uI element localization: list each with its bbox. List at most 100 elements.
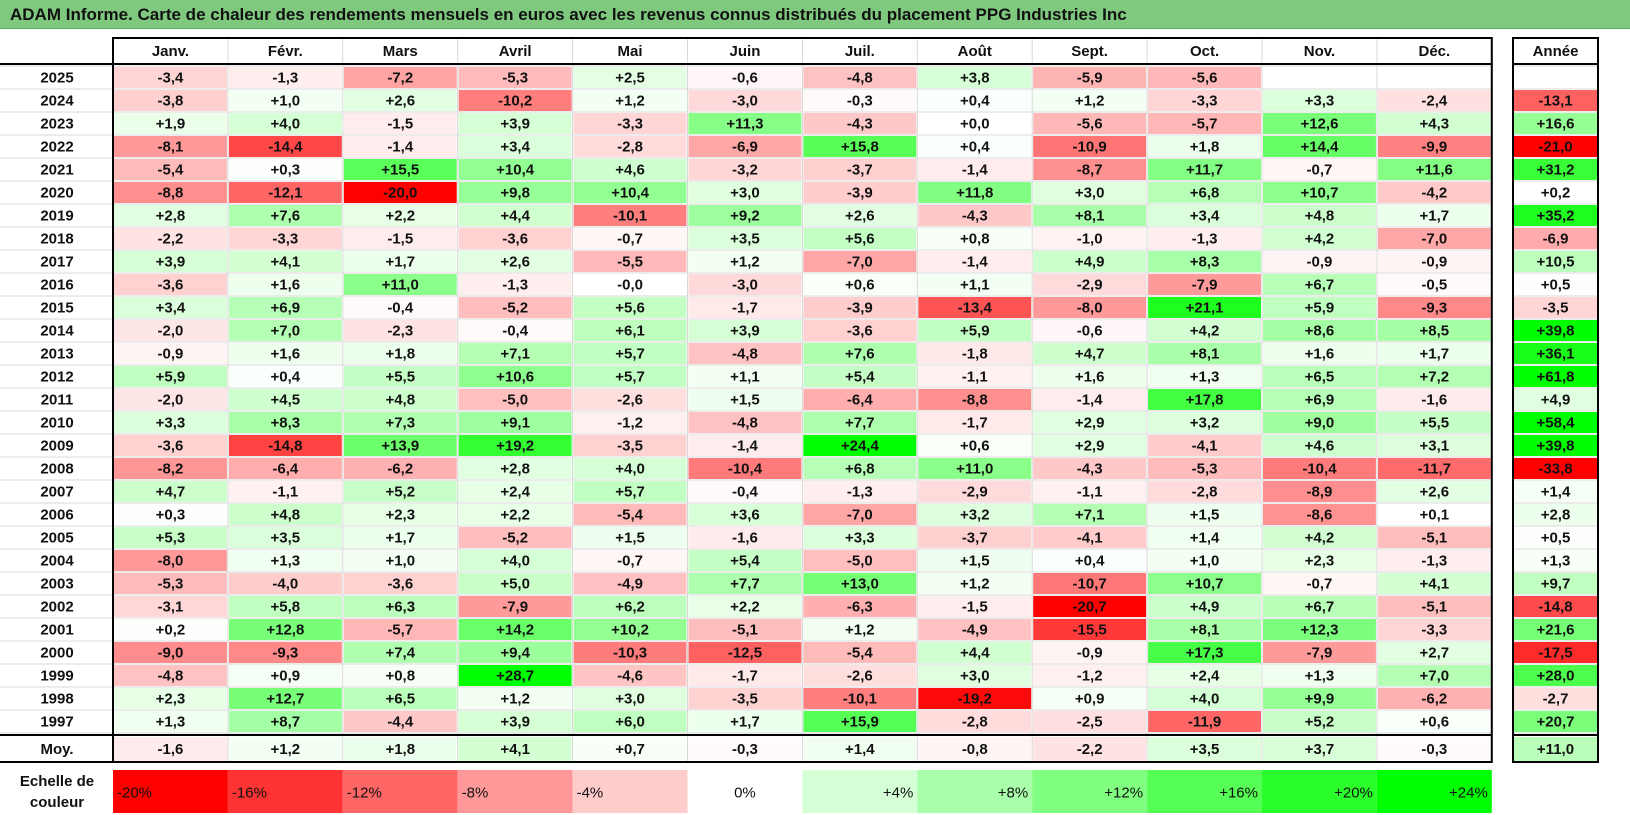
heatmap-cell: [114, 274, 227, 295]
annual-cell: [1514, 136, 1597, 157]
year-label: 2020: [40, 184, 73, 201]
heatmap-cell: [343, 251, 457, 272]
cell-value: +5,2: [385, 483, 415, 500]
heatmap-cell: [1377, 573, 1491, 594]
cell-value: +8,1: [1075, 207, 1105, 224]
heatmap-cell: [114, 366, 227, 387]
heatmap-cell: [573, 481, 687, 502]
month-header: Mars: [383, 43, 418, 60]
heatmap-cell: [343, 527, 457, 548]
cell-value: -0,6: [1077, 322, 1103, 339]
heatmap-labels: Janv. Févr. Mars Avril Mai Juin Juil. Août Sept.…: [20, 43, 1579, 811]
cell-value: +7,0: [271, 322, 301, 339]
cell-value: +5,6: [615, 299, 645, 316]
chart-title: ADAM Informe. Carte de chaleur des rende…: [10, 5, 1127, 24]
annual-value: +28,0: [1537, 667, 1575, 684]
heatmap-cell: [1377, 136, 1491, 157]
heatmap-cell: [1033, 481, 1147, 502]
year-label: 1997: [40, 713, 73, 730]
annual-value: +16,6: [1537, 115, 1575, 132]
cell-value: +0,4: [960, 138, 990, 155]
cell-value: -0,7: [1307, 161, 1333, 178]
heatmap-cell: [114, 665, 227, 686]
heatmap-cell: [343, 136, 457, 157]
cell-value: +19,2: [496, 437, 534, 454]
cell-value: -10,1: [843, 690, 877, 707]
heatmap-cell: [573, 205, 687, 226]
heatmap-cell: [1033, 435, 1147, 456]
cell-value: +15,5: [381, 161, 419, 178]
heatmap-cell: [803, 251, 917, 272]
heatmap-cell: [803, 67, 917, 88]
cell-value: -1,5: [387, 230, 413, 247]
heatmap-cell: [1263, 366, 1376, 387]
heatmap-cell: [1033, 113, 1147, 134]
cell-value: -4,9: [617, 575, 643, 592]
cell-value: -0,5: [1421, 276, 1447, 293]
cell-value: +1,0: [385, 552, 415, 569]
cell-value: +0,9: [271, 667, 301, 684]
cell-value: -3,9: [847, 184, 873, 201]
cell-value: -10,3: [613, 644, 647, 661]
month-grid-border: [112, 63, 1493, 763]
cell-value: -3,3: [617, 115, 643, 132]
heatmap-cell: [803, 527, 917, 548]
heatmap-cell: [688, 642, 802, 663]
average-cell: [803, 737, 917, 761]
average-annual-value: +11,0: [1537, 741, 1574, 758]
heatmap-cell: [803, 297, 917, 318]
cell-value: -1,4: [1077, 391, 1104, 408]
cell-value: +2,2: [730, 598, 760, 615]
heatmap-cell: [458, 504, 572, 525]
annual-value: -21,0: [1538, 138, 1572, 155]
heatmap-cell: [343, 573, 457, 594]
heatmap-cell: [573, 596, 687, 617]
heatmap-cell: [573, 182, 687, 203]
average-cell: [1263, 737, 1376, 761]
cell-value: +1,4: [1190, 529, 1220, 546]
month-header: Déc.: [1419, 43, 1451, 60]
cell-value: -4,9: [962, 621, 988, 638]
annual-cell: [1514, 550, 1597, 571]
heatmap-cell: [1148, 573, 1261, 594]
cell-value: +1,5: [1190, 506, 1220, 523]
annual-value: +20,7: [1537, 713, 1575, 730]
heatmap-cell: [114, 297, 227, 318]
annual-cell: [1514, 642, 1597, 663]
cell-value: +6,3: [385, 598, 415, 615]
heatmap-cell: [918, 435, 1032, 456]
cell-value: -9,9: [1421, 138, 1447, 155]
cell-value: +1,7: [385, 529, 415, 546]
average-value: -0,3: [1421, 741, 1447, 758]
heatmap-cell: [918, 573, 1032, 594]
cell-value: -5,2: [502, 299, 528, 316]
average-value: +3,7: [1305, 741, 1335, 758]
cell-value: +5,0: [500, 575, 530, 592]
heatmap-cell: [688, 596, 802, 617]
month-header: Avril: [499, 43, 532, 60]
cell-value: -6,3: [847, 598, 873, 615]
cell-value: +4,2: [1190, 322, 1220, 339]
cell-value: +3,0: [960, 667, 990, 684]
color-scale-swatch: [113, 770, 228, 813]
color-scale-label-value: -4%: [577, 784, 604, 801]
heatmap-cell: [114, 205, 227, 226]
cell-value: +10,4: [496, 161, 535, 178]
cell-value: -5,4: [158, 161, 185, 178]
annual-cell: [1514, 90, 1597, 111]
cell-value: +3,5: [271, 529, 301, 546]
annual-cell: [1514, 274, 1597, 295]
heatmap-cell: [1148, 67, 1261, 88]
color-scale-label-value: 0%: [734, 784, 756, 801]
cell-value: +4,1: [271, 253, 301, 270]
cell-value: +1,2: [500, 690, 530, 707]
cell-value: +4,9: [1075, 253, 1105, 270]
heatmap-cell: [114, 527, 227, 548]
cell-value: -0,7: [1307, 575, 1333, 592]
average-cell: [343, 737, 457, 761]
heatmap-cell: [803, 435, 917, 456]
heatmap-cell: [1033, 205, 1147, 226]
heatmap-cell: [1377, 389, 1491, 410]
color-scale-swatch: [227, 770, 343, 813]
cell-value: -14,8: [268, 437, 302, 454]
